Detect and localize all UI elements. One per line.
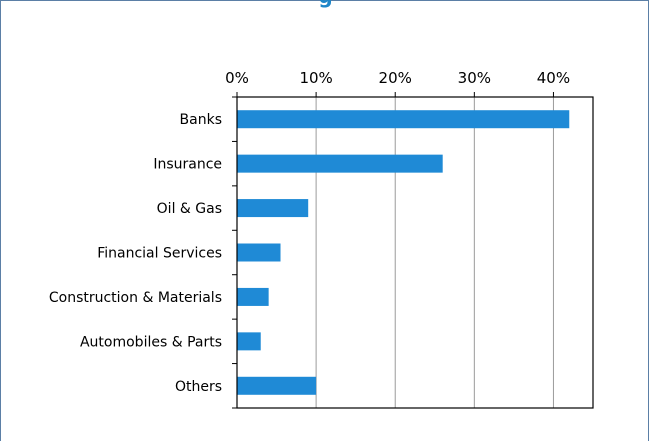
bars (237, 110, 570, 395)
bar-1 (237, 154, 443, 173)
category-label-1: Insurance (153, 157, 222, 173)
category-label-0: Banks (180, 112, 222, 128)
category-label-4: Construction & Materials (49, 290, 222, 306)
x-tick-label-4: 40% (537, 69, 570, 87)
chart-title: g (1, 0, 650, 8)
x-tick-label-0: 0% (225, 69, 249, 87)
bar-3 (237, 243, 281, 262)
category-label-2: Oil & Gas (157, 201, 222, 217)
category-label-5: Automobiles & Parts (80, 334, 222, 350)
bar-5 (237, 332, 261, 351)
bar-6 (237, 376, 317, 395)
x-tick-label-3: 30% (458, 69, 491, 87)
x-tick-label-1: 10% (299, 69, 332, 87)
gridlines (315, 97, 554, 408)
category-labels: Banks Insurance Oil & Gas Financial Service… (49, 112, 222, 395)
bar-4 (237, 287, 269, 306)
bar-2 (237, 199, 309, 218)
bar-0 (237, 110, 570, 129)
axis-ticks (232, 92, 554, 409)
category-label-6: Others (175, 379, 222, 395)
category-label-3: Financial Services (97, 246, 222, 262)
x-tick-labels: 0% 10% 20% 30% 40% (225, 69, 570, 87)
plot-frame (236, 96, 594, 409)
x-tick-label-2: 20% (379, 69, 412, 87)
